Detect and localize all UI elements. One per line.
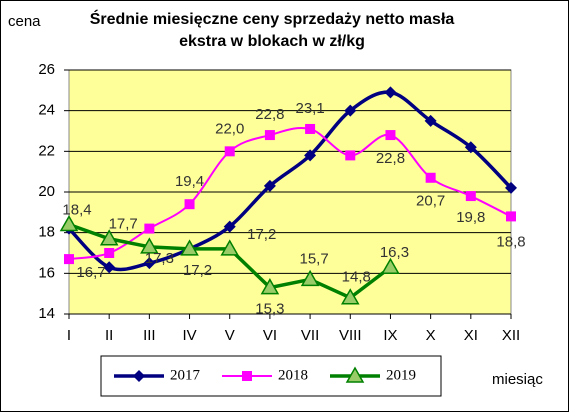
marker <box>424 114 437 127</box>
x-tick-label: XI <box>464 327 478 344</box>
marker <box>381 257 400 274</box>
data-label: 23,1 <box>295 100 324 117</box>
x-tick-label: IV <box>182 327 196 344</box>
marker <box>300 269 320 287</box>
marker <box>143 257 156 270</box>
data-label: 22,0 <box>215 120 244 137</box>
x-axis-label: miesiąc <box>492 371 543 388</box>
marker <box>140 237 159 254</box>
marker <box>223 220 236 233</box>
x-tick-label: V <box>225 327 235 344</box>
marker <box>184 199 195 210</box>
marker <box>345 366 365 383</box>
marker <box>104 248 115 258</box>
data-label: 14,8 <box>342 269 371 286</box>
chart-title: ekstra w blokach w zł/kg <box>179 33 365 50</box>
legend-label: 2019 <box>386 367 416 383</box>
marker <box>304 149 317 162</box>
data-label: 22,8 <box>376 150 405 167</box>
y-tick-label: 18 <box>38 224 55 241</box>
x-tick-label: XII <box>502 327 520 344</box>
marker <box>344 104 357 117</box>
x-tick-label: II <box>105 327 113 344</box>
x-tick-label: VI <box>263 327 277 344</box>
data-label: 16,3 <box>380 244 409 261</box>
marker <box>99 229 119 246</box>
marker <box>506 211 516 222</box>
x-tick-label: VIII <box>339 327 362 344</box>
data-label: 17,2 <box>247 226 276 243</box>
y-tick-label: 26 <box>38 61 55 78</box>
x-tick-label: I <box>67 327 71 344</box>
data-label: 15,3 <box>255 301 284 318</box>
data-label: 19,4 <box>175 173 204 190</box>
data-label: 17,7 <box>109 216 138 233</box>
marker <box>133 370 145 382</box>
marker <box>465 191 476 202</box>
marker <box>260 278 280 295</box>
marker <box>385 130 396 141</box>
chart-title: Średnie miesięczne ceny sprzedaży netto … <box>90 9 455 28</box>
data-label: 15,7 <box>299 250 328 267</box>
y-tick-label: 24 <box>38 102 55 119</box>
marker <box>220 239 240 256</box>
data-label: 19,8 <box>456 209 485 226</box>
marker <box>103 261 116 274</box>
marker <box>505 181 517 194</box>
x-tick-label: X <box>426 327 436 344</box>
x-tick-label: VII <box>301 327 319 344</box>
y-tick-label: 20 <box>38 183 55 200</box>
data-label: 20,7 <box>416 193 445 210</box>
data-label: 18,4 <box>62 202 91 219</box>
marker <box>464 141 477 154</box>
marker <box>340 288 360 305</box>
marker <box>425 172 436 183</box>
data-label: 16,7 <box>76 264 105 281</box>
marker <box>144 223 155 234</box>
data-label: 17,2 <box>183 262 212 279</box>
data-label: 22,8 <box>255 106 284 123</box>
y-tick-label: 16 <box>38 264 55 281</box>
marker <box>59 215 79 232</box>
marker <box>224 146 235 157</box>
x-tick-label: IX <box>383 327 397 344</box>
marker <box>384 86 397 99</box>
data-label: 17,3 <box>145 250 174 267</box>
marker <box>264 130 275 141</box>
marker <box>242 371 252 381</box>
marker <box>180 239 199 256</box>
legend-label: 2018 <box>278 367 308 383</box>
marker <box>64 254 74 265</box>
y-tick-label: 22 <box>38 142 55 159</box>
marker <box>305 123 316 134</box>
y-axis-label: cena <box>8 13 41 30</box>
marker <box>345 150 356 161</box>
y-tick-label: 14 <box>38 305 55 322</box>
marker <box>263 179 276 192</box>
data-label: 18,8 <box>496 233 525 250</box>
x-tick-label: III <box>143 327 156 344</box>
legend-label: 2017 <box>170 367 201 383</box>
